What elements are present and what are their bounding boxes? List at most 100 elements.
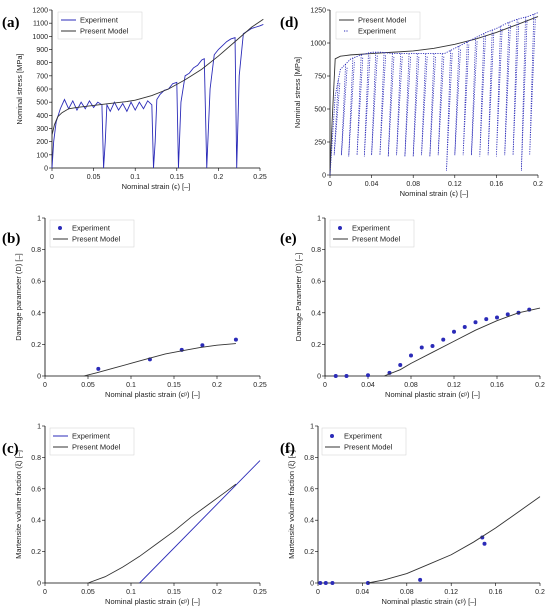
x-tick-label: 0.04 — [356, 589, 370, 596]
y-tick-label: 500 — [36, 100, 48, 107]
legend-label: Experiment — [344, 432, 383, 441]
data-point — [344, 374, 349, 378]
unloading-cycle — [396, 53, 403, 156]
model-line — [87, 483, 237, 584]
unloading-cycle — [437, 53, 445, 156]
x-tick-label: 0.08 — [400, 589, 414, 596]
data-point — [482, 541, 487, 546]
x-tick-label: 0.1 — [126, 589, 136, 596]
y-tick-label: 0 — [317, 374, 321, 381]
x-tick-label: 0.2 — [212, 589, 222, 596]
x-tick-label: 0.05 — [87, 174, 101, 181]
x-tick-label: 0.2 — [535, 382, 545, 389]
y-tick-label: 1 — [317, 216, 321, 223]
legend-marker — [58, 226, 62, 230]
legend-box — [49, 427, 135, 456]
x-tick-label: 0.2 — [214, 174, 224, 181]
unloading-cycle — [512, 19, 520, 156]
data-point — [419, 345, 424, 350]
x-tick-label: 0.16 — [490, 382, 504, 389]
x-axis-label: Nominal strain (ϵ) [–] — [122, 182, 191, 191]
y-tick-label: 0.8 — [31, 455, 41, 462]
y-tick-label: 700 — [36, 73, 48, 80]
x-tick-label: 0.08 — [404, 382, 418, 389]
x-tick-label: 0.1 — [130, 174, 140, 181]
legend-box — [57, 11, 143, 40]
experiment-line — [139, 460, 261, 584]
model-line — [83, 343, 236, 377]
data-point — [318, 581, 323, 585]
y-tick-label: 0.8 — [311, 247, 321, 254]
unloading-cycle — [462, 41, 470, 156]
data-point — [233, 337, 238, 342]
y-tick-label: 0.8 — [31, 247, 41, 254]
experiment-line — [329, 12, 539, 176]
x-tick-label: 0.15 — [167, 382, 181, 389]
y-tick-label: 0 — [322, 173, 326, 180]
unloading-cycle — [496, 26, 503, 157]
y-tick-label: 0.4 — [311, 310, 321, 317]
x-axis-label: Nominal plastic strain (ϵᵖ) [–] — [382, 597, 477, 606]
chart-panel: 0 0.05 0.1 0.15 0.2 0.25 0 100 200 300 400 500 600 70… — [2, 8, 267, 192]
data-point — [96, 366, 101, 371]
y-tick-label: 0.6 — [31, 279, 41, 286]
legend: Experiment Present Model — [49, 427, 135, 456]
y-tick-label: 0.6 — [304, 486, 314, 493]
y-axis-label: Nominal stress [MPa] — [293, 57, 302, 128]
x-tick-label: 0.12 — [447, 382, 461, 389]
unloading-cycle — [487, 30, 495, 156]
y-tick-label: 900 — [36, 47, 48, 54]
chart-panel: 0 0.04 0.08 0.12 0.16 0.2 0 0.2 0.4 0.6 0.8 1 Nomina… — [280, 216, 545, 400]
y-tick-label: 1100 — [33, 21, 48, 28]
x-tick-label: 0.05 — [81, 589, 95, 596]
legend: Present Model Experiment — [335, 11, 421, 40]
data-point — [398, 362, 403, 367]
unloading-cycle — [387, 53, 395, 157]
y-tick-label: 750 — [314, 74, 326, 81]
legend: Experiment Present Model — [321, 427, 407, 456]
y-tick-label: 0.4 — [31, 518, 41, 525]
x-tick-label: 0.16 — [489, 589, 503, 596]
data-point — [441, 337, 446, 342]
unloading-cycle — [421, 53, 428, 156]
x-tick-label: 0 — [323, 382, 327, 389]
panel-label: (a) — [2, 15, 20, 31]
legend-label: Present Model — [344, 443, 393, 452]
x-tick-label: 0.12 — [448, 181, 462, 188]
y-tick-label: 100 — [36, 152, 48, 159]
panel-label: (c) — [2, 441, 19, 457]
unloading-cycle — [429, 53, 436, 157]
panel-label: (f) — [280, 441, 295, 457]
legend-label: Present Model — [72, 443, 121, 452]
y-tick-label: 0 — [37, 581, 41, 588]
x-tick-label: 0.15 — [167, 589, 181, 596]
y-tick-label: 0.8 — [304, 455, 314, 462]
x-axis-label: Nominal plastic strain (ϵᵖ) [–] — [105, 597, 200, 606]
data-point — [333, 374, 338, 378]
unloading-cycle — [341, 64, 348, 156]
y-axis-label: Martensite volume fraction (ξ) [–] — [14, 450, 23, 559]
data-point — [418, 577, 423, 582]
legend: Experiment Present Model — [49, 219, 135, 248]
x-tick-label: 0.25 — [253, 174, 267, 181]
chart-panel: 0 0.05 0.1 0.15 0.2 0.25 0 0.2 0.4 0.6 0.8 1 Nominal… — [2, 216, 267, 400]
data-point — [480, 535, 485, 540]
x-tick-label: 0 — [328, 181, 332, 188]
y-axis-label: Damage Parameter (D) [–] — [294, 253, 303, 341]
y-tick-label: 0.2 — [304, 549, 314, 556]
unloading-cycle — [529, 14, 536, 156]
y-tick-label: 0 — [310, 581, 314, 588]
legend-label: Experiment — [352, 224, 391, 233]
model-line — [51, 18, 264, 136]
model-line — [329, 16, 539, 176]
data-point — [323, 581, 328, 585]
y-tick-label: 1 — [310, 424, 314, 431]
data-point — [366, 373, 370, 378]
x-axis-label: Nominal plastic strain (ϵᵖ) [–] — [105, 390, 200, 399]
legend-label: Experiment — [72, 224, 111, 233]
y-tick-label: 0 — [44, 166, 48, 173]
x-tick-label: 0.2 — [535, 589, 545, 596]
unloading-cycle — [412, 53, 420, 157]
y-tick-label: 800 — [36, 60, 48, 67]
x-tick-label: 0.04 — [361, 382, 375, 389]
